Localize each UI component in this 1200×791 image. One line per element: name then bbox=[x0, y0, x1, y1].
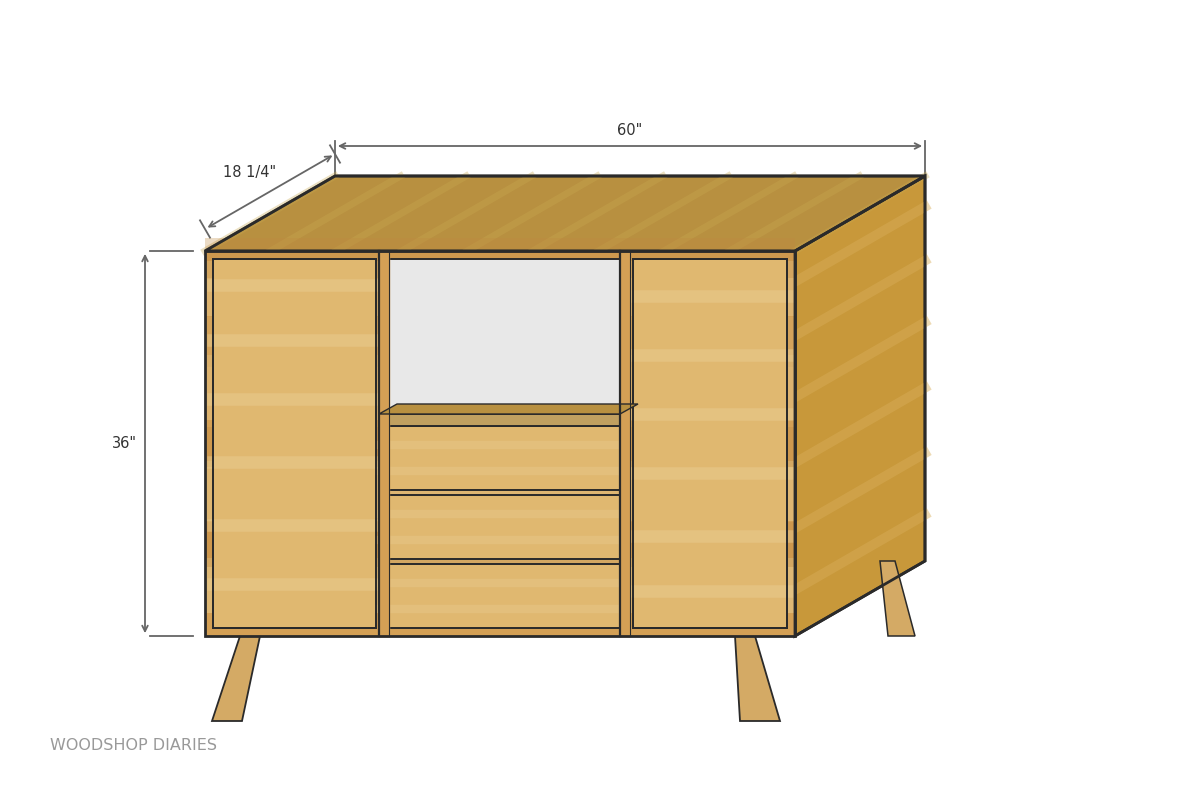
Bar bbox=[205, 316, 796, 366]
Bar bbox=[205, 262, 796, 316]
Bar bbox=[205, 355, 796, 420]
Text: 60": 60" bbox=[617, 123, 643, 138]
Bar bbox=[379, 259, 620, 414]
Bar bbox=[205, 558, 796, 613]
Bar bbox=[379, 414, 620, 426]
Polygon shape bbox=[212, 636, 260, 721]
Polygon shape bbox=[379, 404, 638, 414]
Bar bbox=[379, 564, 620, 628]
Bar bbox=[379, 426, 620, 490]
Polygon shape bbox=[880, 561, 916, 636]
Bar bbox=[205, 426, 796, 467]
Bar bbox=[205, 238, 796, 278]
Polygon shape bbox=[796, 176, 925, 636]
Bar bbox=[205, 251, 796, 636]
Bar bbox=[205, 522, 796, 566]
Polygon shape bbox=[334, 566, 368, 636]
Text: 18 1/4": 18 1/4" bbox=[223, 165, 276, 180]
Polygon shape bbox=[734, 636, 780, 721]
Text: 36": 36" bbox=[112, 436, 137, 451]
Text: WOODSHOP DIARIES: WOODSHOP DIARIES bbox=[50, 738, 217, 753]
Bar bbox=[205, 251, 796, 636]
Bar bbox=[214, 259, 376, 628]
Bar bbox=[634, 259, 787, 628]
Polygon shape bbox=[205, 176, 925, 251]
Bar bbox=[205, 460, 796, 520]
Bar bbox=[379, 495, 620, 559]
Bar bbox=[214, 259, 376, 628]
Bar bbox=[634, 259, 787, 628]
